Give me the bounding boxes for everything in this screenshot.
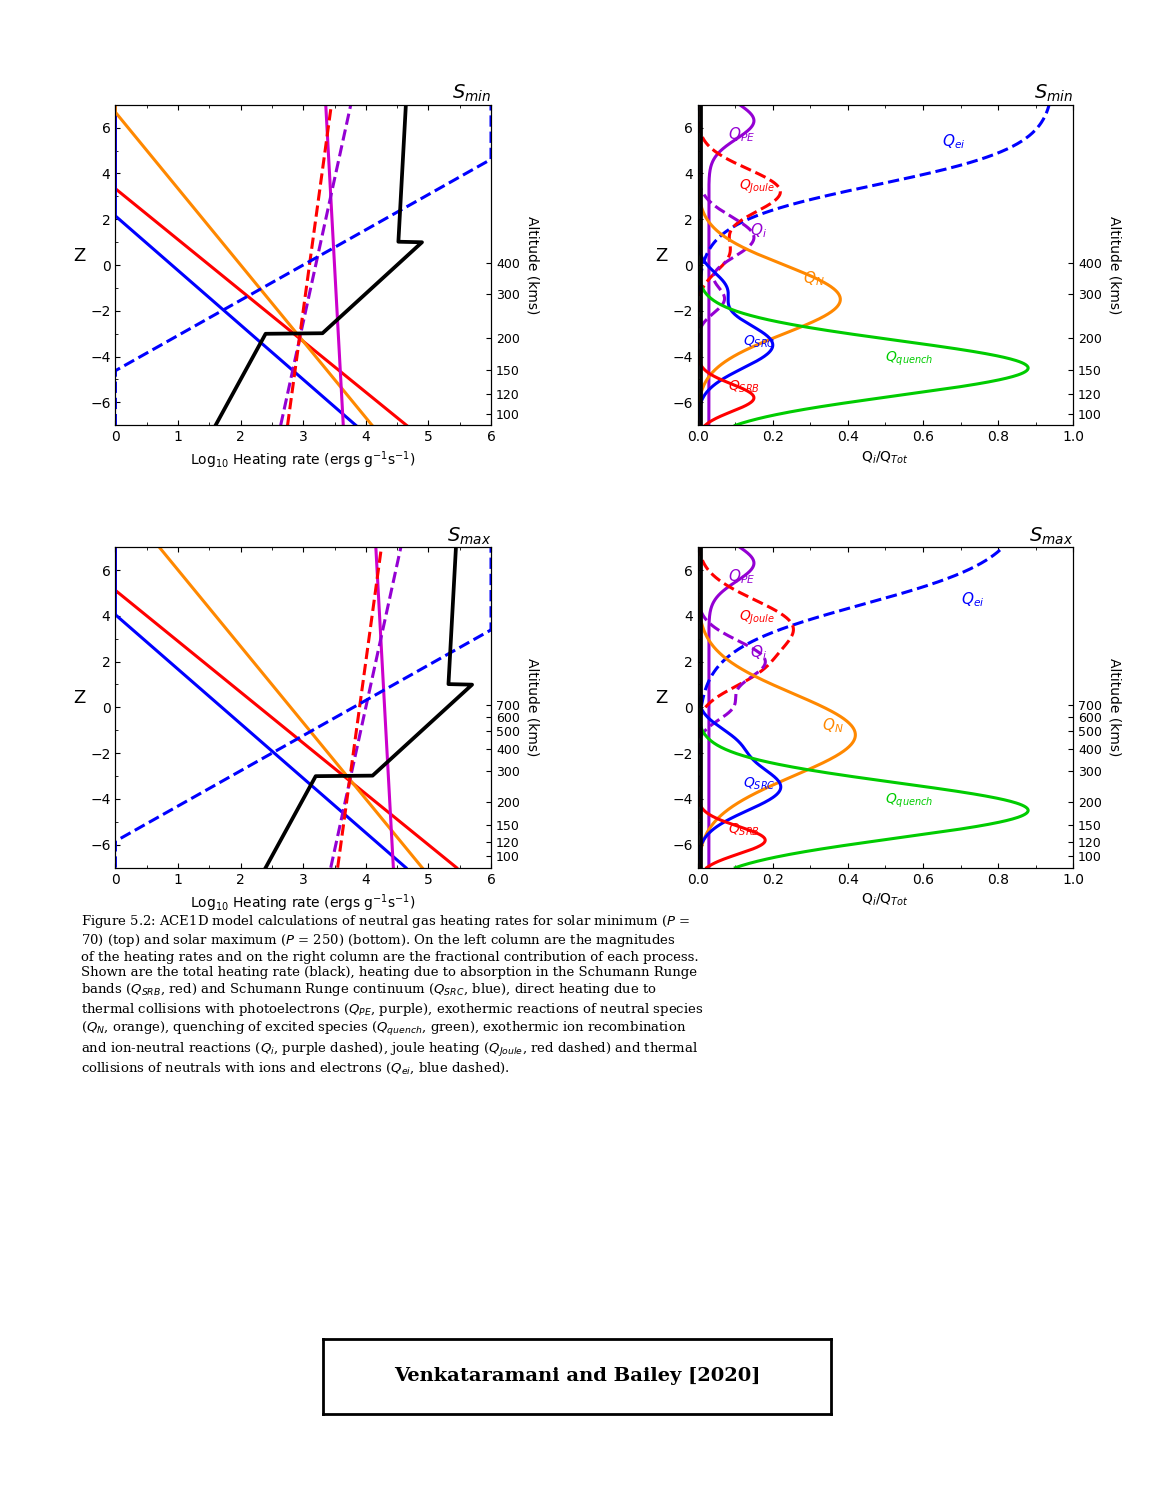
Text: $Q_{SRC}$: $Q_{SRC}$ bbox=[743, 775, 775, 791]
Text: $Q_{ei}$: $Q_{ei}$ bbox=[960, 591, 984, 609]
Text: $Q_N$: $Q_N$ bbox=[822, 717, 844, 735]
Text: $S_{max}$: $S_{max}$ bbox=[447, 525, 490, 548]
Text: $Q_{SRB}$: $Q_{SRB}$ bbox=[728, 378, 759, 395]
Text: $Q_i$: $Q_i$ bbox=[750, 643, 767, 661]
Y-axis label: Z: Z bbox=[73, 247, 85, 265]
X-axis label: Q$_i$/Q$_{Tot}$: Q$_i$/Q$_{Tot}$ bbox=[862, 892, 909, 908]
Y-axis label: Z: Z bbox=[73, 690, 85, 708]
Text: $S_{max}$: $S_{max}$ bbox=[1029, 525, 1073, 548]
X-axis label: Q$_i$/Q$_{Tot}$: Q$_i$/Q$_{Tot}$ bbox=[862, 450, 909, 467]
Text: $Q_{PE}$: $Q_{PE}$ bbox=[728, 126, 755, 144]
Text: $Q_N$: $Q_N$ bbox=[803, 269, 824, 289]
Text: $Q_{Joule}$: $Q_{Joule}$ bbox=[739, 609, 775, 627]
Text: Venkataramani and Bailey [2020]: Venkataramani and Bailey [2020] bbox=[394, 1367, 760, 1385]
Y-axis label: Z: Z bbox=[655, 247, 667, 265]
Y-axis label: Altitude (kms): Altitude (kms) bbox=[1108, 658, 1122, 757]
Text: Figure 5.2: ACE1D model calculations of neutral gas heating rates for solar mini: Figure 5.2: ACE1D model calculations of … bbox=[81, 913, 703, 1076]
Text: $Q_{ei}$: $Q_{ei}$ bbox=[942, 132, 965, 151]
Y-axis label: Z: Z bbox=[655, 690, 667, 708]
Y-axis label: Altitude (kms): Altitude (kms) bbox=[1108, 215, 1122, 314]
Text: $S_{min}$: $S_{min}$ bbox=[452, 84, 490, 105]
Text: $Q_{quench}$: $Q_{quench}$ bbox=[885, 791, 934, 809]
Text: $Q_{quench}$: $Q_{quench}$ bbox=[885, 349, 934, 368]
X-axis label: Log$_{10}$ Heating rate (ergs g$^{-1}$s$^{-1}$): Log$_{10}$ Heating rate (ergs g$^{-1}$s$… bbox=[190, 892, 417, 914]
Text: $Q_{PE}$: $Q_{PE}$ bbox=[728, 567, 755, 586]
Y-axis label: Altitude (kms): Altitude (kms) bbox=[525, 215, 539, 314]
Y-axis label: Altitude (kms): Altitude (kms) bbox=[525, 658, 539, 757]
Text: $Q_i$: $Q_i$ bbox=[750, 221, 767, 239]
Text: $Q_{SRB}$: $Q_{SRB}$ bbox=[728, 821, 759, 838]
Text: $S_{min}$: $S_{min}$ bbox=[1034, 84, 1073, 105]
X-axis label: Log$_{10}$ Heating rate (ergs g$^{-1}$s$^{-1}$): Log$_{10}$ Heating rate (ergs g$^{-1}$s$… bbox=[190, 450, 417, 471]
Text: $Q_{Joule}$: $Q_{Joule}$ bbox=[739, 178, 775, 196]
Text: $Q_{SRC}$: $Q_{SRC}$ bbox=[743, 334, 775, 350]
